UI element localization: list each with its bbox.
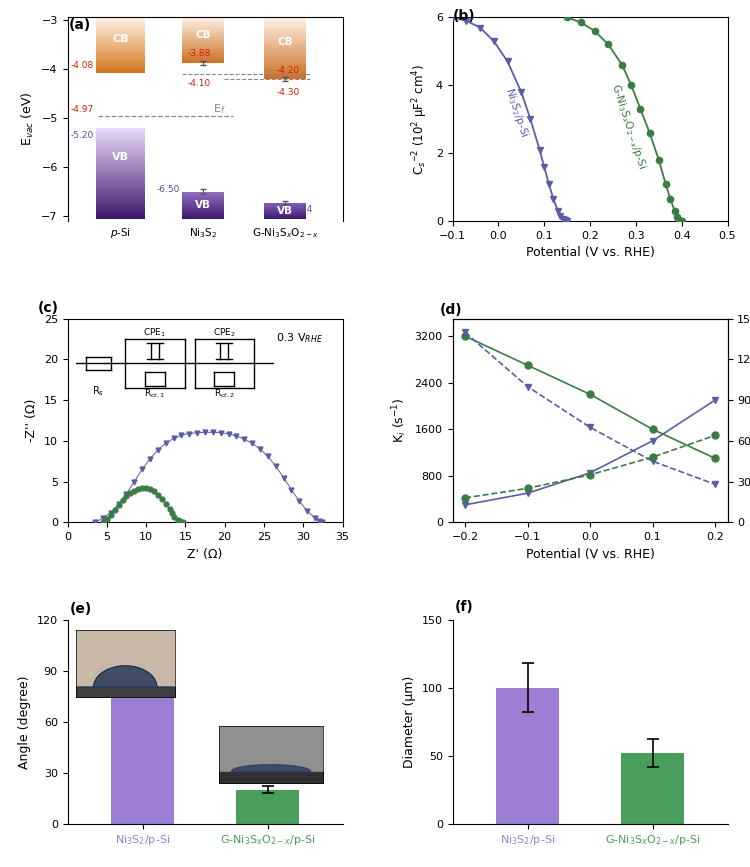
Text: (a): (a) [69, 18, 92, 32]
Text: VB: VB [277, 206, 293, 216]
Bar [621, 753, 684, 824]
Text: -5.20: -5.20 [70, 131, 94, 140]
Bar [111, 671, 174, 824]
Text: -6.74: -6.74 [290, 205, 314, 214]
Text: CB: CB [195, 29, 211, 40]
Bar [236, 790, 298, 824]
X-axis label: Potential (V vs. RHE): Potential (V vs. RHE) [526, 548, 655, 561]
Y-axis label: Diameter (μm): Diameter (μm) [404, 675, 416, 768]
Text: -3.88: -3.88 [188, 49, 211, 57]
Text: (c): (c) [38, 301, 58, 316]
Text: Ni$_3$S$_2$/p-Si: Ni$_3$S$_2$/p-Si [502, 86, 531, 139]
Text: VB: VB [195, 199, 211, 210]
X-axis label: Z' (Ω): Z' (Ω) [188, 548, 223, 561]
Text: CB: CB [278, 37, 292, 47]
Text: G-Ni$_3$S$_x$O$_{2-x}$/p-Si: G-Ni$_3$S$_x$O$_{2-x}$/p-Si [608, 81, 650, 171]
Text: -4.97: -4.97 [70, 105, 94, 114]
Y-axis label: C$_s$$^{-2}$ (10$^2$ μF$^2$ cm$^4$): C$_s$$^{-2}$ (10$^2$ μF$^2$ cm$^4$) [410, 63, 430, 175]
Text: -4.10: -4.10 [188, 79, 211, 88]
Y-axis label: Angle (degree): Angle (degree) [18, 675, 31, 768]
Text: VB: VB [112, 153, 129, 162]
Y-axis label: E$_{vac}$ (eV): E$_{vac}$ (eV) [20, 92, 36, 147]
X-axis label: Potential (V vs. RHE): Potential (V vs. RHE) [526, 246, 655, 259]
Bar [496, 688, 559, 824]
Text: CB: CB [112, 35, 129, 44]
Y-axis label: K$_i$ (s$^{-1}$): K$_i$ (s$^{-1}$) [390, 398, 409, 443]
Text: -6.50: -6.50 [157, 185, 180, 194]
Text: 0.3 V$_{RHE}$: 0.3 V$_{RHE}$ [276, 331, 322, 345]
Text: (e): (e) [70, 603, 92, 616]
Text: (b): (b) [452, 9, 476, 23]
Text: (d): (d) [440, 303, 463, 317]
Y-axis label: -Z'' (Ω): -Z'' (Ω) [25, 399, 38, 442]
Text: E$_f$: E$_f$ [213, 102, 226, 116]
Text: -4.30: -4.30 [277, 88, 300, 97]
Text: -4.08: -4.08 [70, 61, 94, 70]
Text: -4.20: -4.20 [277, 66, 300, 75]
Text: (f): (f) [455, 600, 474, 614]
